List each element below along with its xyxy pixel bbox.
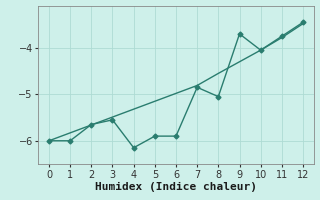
X-axis label: Humidex (Indice chaleur): Humidex (Indice chaleur) [95,182,257,192]
